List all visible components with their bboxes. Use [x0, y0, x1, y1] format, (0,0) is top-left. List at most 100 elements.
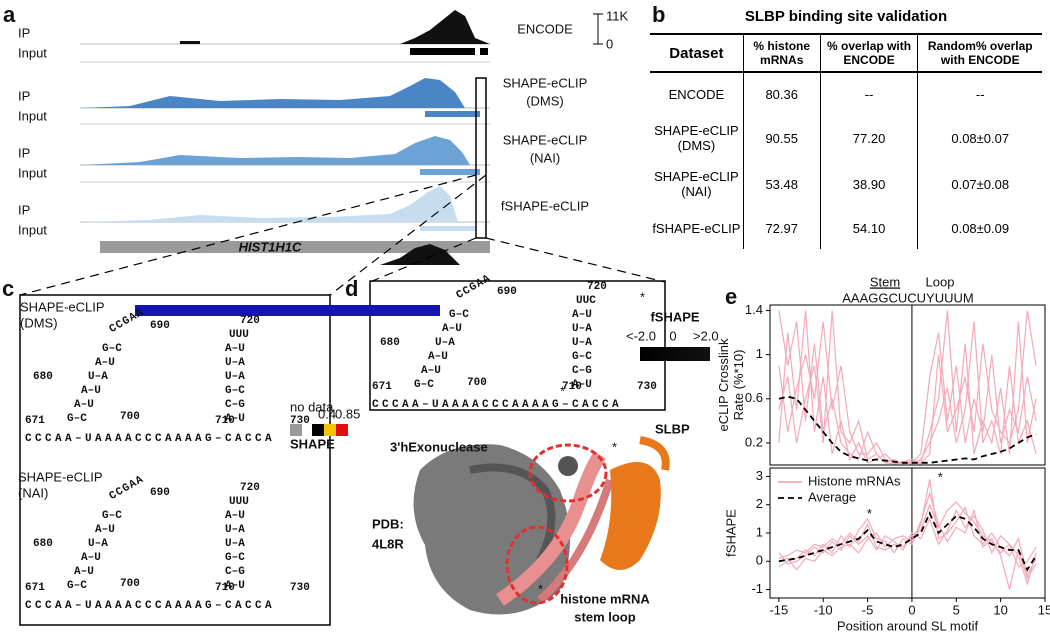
stem-pair: U–A	[225, 524, 245, 536]
ip-label: IP	[18, 145, 30, 160]
y-tick-label: -1	[751, 581, 763, 596]
position-number: 730	[637, 381, 657, 393]
series-line	[778, 510, 1037, 572]
genome-tracks	[80, 10, 603, 265]
protein-label: 3'hExonuclease	[390, 439, 488, 454]
table-cell: --	[819, 72, 918, 115]
position-number: 710	[562, 381, 582, 393]
y-tick-label: 0.2	[745, 434, 763, 449]
loop: CCGAA	[107, 307, 146, 336]
position-number: 700	[120, 578, 140, 590]
stem-pair: A–U	[225, 343, 245, 355]
y-tick-label: 1.4	[745, 302, 763, 317]
stem-pair: A–U	[572, 379, 592, 391]
sequence: CCCAA–UAAAACCCAAAAG–CACCA	[372, 399, 622, 411]
structure-title: (NAI)	[18, 485, 48, 500]
track-name: ENCODE	[517, 21, 573, 36]
stem-pair: U–A	[88, 371, 108, 383]
stem-pair: G–C	[225, 385, 245, 397]
loop: CCGAA	[454, 273, 493, 302]
stem-pair: C–G	[225, 399, 245, 411]
stem-pair: G–C	[67, 413, 87, 425]
stem-pair: A–U	[95, 357, 115, 369]
x-tick-label: -10	[814, 602, 833, 617]
position-number: 680	[33, 538, 53, 550]
table-cell: SHAPE-eCLIP (DMS)	[654, 123, 739, 153]
position-number: 671	[372, 381, 392, 393]
protein-label: PDB:	[372, 516, 404, 531]
sequence: CCCAA–UAAAACCCAAAAG–CACCA	[25, 600, 275, 612]
zoom-lines	[19, 174, 666, 296]
scale-min: 0	[606, 36, 613, 51]
plot-area	[778, 479, 1037, 590]
table-cell: --	[917, 72, 1042, 115]
position-number: 710	[215, 415, 235, 427]
y-axis-label: fSHAPE	[723, 509, 738, 557]
position-number: 671	[25, 582, 45, 594]
track-name: fSHAPE-eCLIP	[501, 198, 589, 213]
panel-label: b	[652, 2, 665, 27]
annotation: AAAGGCUCUYUUUM	[842, 290, 973, 305]
star: *	[538, 581, 543, 596]
structure-title: SHAPE-eCLIP	[20, 299, 105, 314]
stem-pair: G–C	[67, 580, 87, 592]
fshape-colorbar	[640, 347, 710, 361]
input-label: Input	[18, 222, 47, 237]
position-number: 710	[215, 582, 235, 594]
stem-pair: G–C	[414, 379, 434, 391]
panel-label: a	[3, 2, 16, 27]
table-header: Dataset% histone mRNAs% overlap with ENC…	[650, 33, 1042, 73]
stem-pair: U–A	[435, 337, 455, 349]
validation-table: Dataset% histone mRNAs% overlap with ENC…	[650, 33, 1042, 249]
position-number: 690	[150, 320, 170, 332]
legend-label: >2.0	[693, 328, 719, 343]
stem-pair: A–U	[421, 365, 441, 377]
annotation: Stem	[870, 274, 900, 289]
star: *	[867, 506, 872, 521]
legend-label: Average	[808, 489, 856, 504]
position-number: 671	[25, 415, 45, 427]
table-title: SLBP binding site validation	[744, 8, 948, 25]
panel-label: d	[345, 276, 358, 301]
table-row: SHAPE-eCLIP (NAI) 53.48 38.90 0.07±0.08	[650, 161, 1042, 207]
stem-pair: G–C	[102, 343, 122, 355]
series-line	[778, 310, 1037, 464]
stem-pair: G–C	[449, 309, 469, 321]
x-tick-label: -5	[862, 602, 874, 617]
panel-d-box	[369, 280, 666, 411]
stem-pair: A–U	[74, 399, 94, 411]
annotation: Loop	[926, 274, 955, 289]
panel-label: c	[2, 276, 14, 301]
x-tick-label: -15	[769, 602, 788, 617]
sequence: CCCAA–UAAAACCCAAAAG–CACCA	[25, 433, 275, 445]
stem-pair: A–U	[442, 323, 462, 335]
table-cell: 72.97	[742, 207, 821, 249]
position-number: 680	[380, 337, 400, 349]
table-cell: 80.36	[742, 72, 821, 115]
plot-area	[778, 310, 1037, 465]
ip-label: IP	[18, 88, 30, 103]
stem-pair: U–A	[572, 337, 592, 349]
table-body: ENCODE 80.36 -- -- SHAPE-eCLIP (DMS) 90.55 77.…	[650, 72, 1042, 249]
track-name: (NAI)	[530, 150, 560, 165]
protein-label: stem loop	[574, 609, 635, 624]
track-overlay	[135, 305, 440, 316]
stem-pair: C–G	[572, 365, 592, 377]
legend-label: Histone mRNAs	[808, 473, 901, 488]
protein-label: 4L8R	[372, 536, 404, 551]
stem-pair: G–C	[572, 351, 592, 363]
y-tick-label: 0.6	[745, 390, 763, 405]
stem-pair: A–U	[81, 385, 101, 397]
position-number: 730	[290, 415, 310, 427]
y-tick-label: 1	[756, 346, 763, 361]
table-cell: 0.07±0.08	[917, 161, 1042, 207]
legend-label: 0.4	[318, 406, 336, 421]
position-number: 720	[240, 315, 260, 327]
legend-label: no data	[290, 399, 334, 414]
star: *	[640, 289, 645, 304]
stem-pair: A–U	[95, 524, 115, 536]
x-tick-label: 5	[953, 602, 960, 617]
shape-legend	[290, 424, 348, 436]
stem-pair: A–U	[225, 580, 245, 592]
